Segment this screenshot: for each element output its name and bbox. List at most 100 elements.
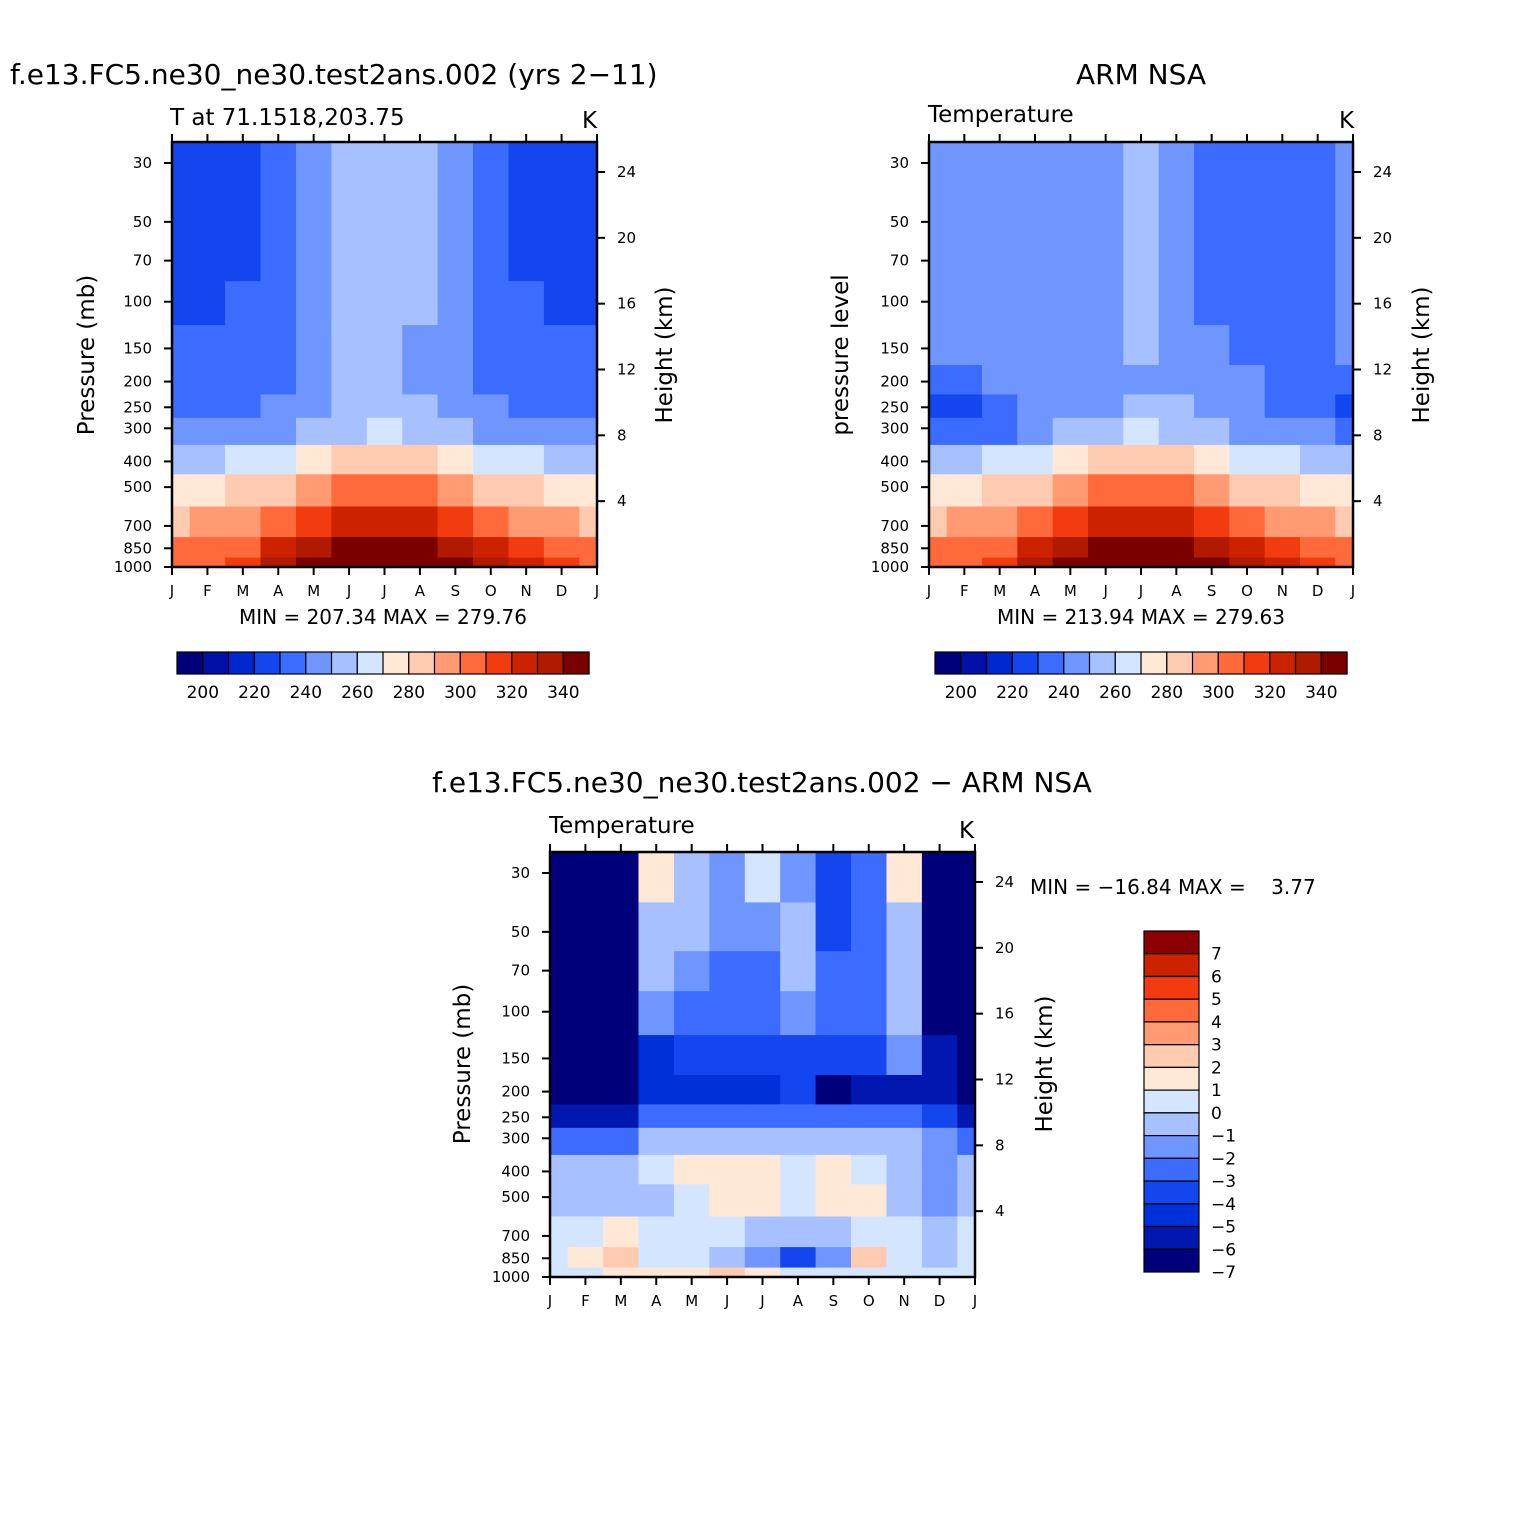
contour-cell [603,1184,640,1218]
contour-cell [225,444,262,475]
contour-cell [1300,241,1336,282]
x-tick-label: S [829,1292,839,1310]
contour-cell [1335,365,1354,395]
y-tick-label: 50 [890,213,909,231]
y-tick-right-label: 20 [1373,229,1392,247]
contour-cell [1229,444,1266,475]
contour-cell [402,444,439,475]
colorbar-label: 340 [547,683,579,703]
contour-cell [603,1247,640,1269]
y-tick-label: 200 [123,373,152,391]
contour-cell [815,902,852,952]
contour-cell [225,365,262,395]
contour-cell [508,365,545,395]
colorbar-box [562,651,590,675]
y-tick-label: 100 [501,1003,530,1021]
contour-cell [780,991,817,1036]
colorbar-box [1143,1248,1200,1273]
contour-cell [674,902,710,952]
contour-cell [1088,394,1124,419]
colorbar-box [1143,1225,1200,1250]
contour-cell [189,325,226,366]
contour-cell [579,394,598,419]
colorbar-box [279,651,307,675]
contour-cell [929,506,948,538]
colorbar-box [1143,1066,1200,1091]
contour-cell [1335,444,1354,475]
contour-cell [603,862,640,903]
contour-cell [603,1267,640,1278]
contour-cell [1264,241,1301,282]
contour-cell [1335,281,1354,326]
panel-diff: f.e13.FC5.ne30_ne30.test2ans.002 − ARM N… [432,766,1316,1310]
contour-cell [780,1247,817,1269]
colorbar-box [1217,651,1245,675]
colorbar-label: −3 [1211,1172,1236,1192]
contour-cell [260,557,297,568]
contour-cell [402,365,439,395]
contour-cell [1017,444,1054,475]
contour-cell [225,241,262,282]
contour-cell [550,991,569,1036]
contour-cell [508,394,545,419]
contour-cell [296,394,332,419]
contour-cell [1229,142,1266,154]
contour-cell [1088,417,1124,446]
contour-cell [437,142,474,154]
contour-cell [603,1127,640,1156]
contour-cell [851,1216,887,1248]
panel-model: f.e13.FC5.ne30_ne30.test2ans.002 (yrs 2−… [10,58,678,703]
contour-cell [851,1184,887,1218]
contour-cell [851,862,887,903]
contour-cell [508,444,545,475]
contour-cell [189,474,226,508]
y-tick-label: 70 [133,252,152,270]
x-tick-label: O [863,1292,875,1310]
contour-cell [1158,394,1195,419]
contour-cell [437,365,474,395]
contour-cell [331,152,368,193]
contour-cell [366,192,403,242]
contour-cell [929,417,948,446]
contour-cell [851,852,887,864]
contour-cell [674,1184,710,1218]
y-tick-label: 300 [123,419,152,437]
contour-cell [172,537,191,559]
contour-cell [780,1267,817,1278]
colorbar-label: −4 [1211,1195,1236,1215]
contour-cell [1194,444,1230,475]
contour-cell [709,951,746,992]
contour-cell [296,506,332,538]
contour-cell [1194,537,1230,559]
contour-cell [851,951,887,992]
colorbar-label: −2 [1211,1149,1236,1169]
x-tick-label: M [307,582,320,600]
contour-cell [550,1184,569,1218]
y-tick-label: 100 [123,293,152,311]
contour-cell [709,1127,746,1156]
contour-cell [296,557,332,568]
contour-cell [260,142,297,154]
colorbar-box [382,651,410,675]
x-tick-label: N [521,582,532,600]
contour-cell [1194,506,1230,538]
contour-cell [550,902,569,952]
contour-cell [1088,444,1124,475]
contour-cell [815,991,852,1036]
contour-cell [579,365,598,395]
contour-cell [674,1035,710,1076]
contour-cell [331,537,368,559]
colorbar-box [408,651,436,675]
colorbar-label: −5 [1211,1218,1236,1238]
colorbar-label: 2 [1211,1058,1222,1078]
contour-cell [603,1075,640,1105]
colorbar-box [485,651,513,675]
contour-cell [260,325,297,366]
contour-cell [921,1154,958,1185]
contour-cell [709,862,746,903]
contour-cell [815,1216,852,1248]
colorbar-box [1114,651,1142,675]
contour-cell [851,1154,887,1185]
contour-cell [929,325,948,366]
contour-cell [1194,281,1230,326]
